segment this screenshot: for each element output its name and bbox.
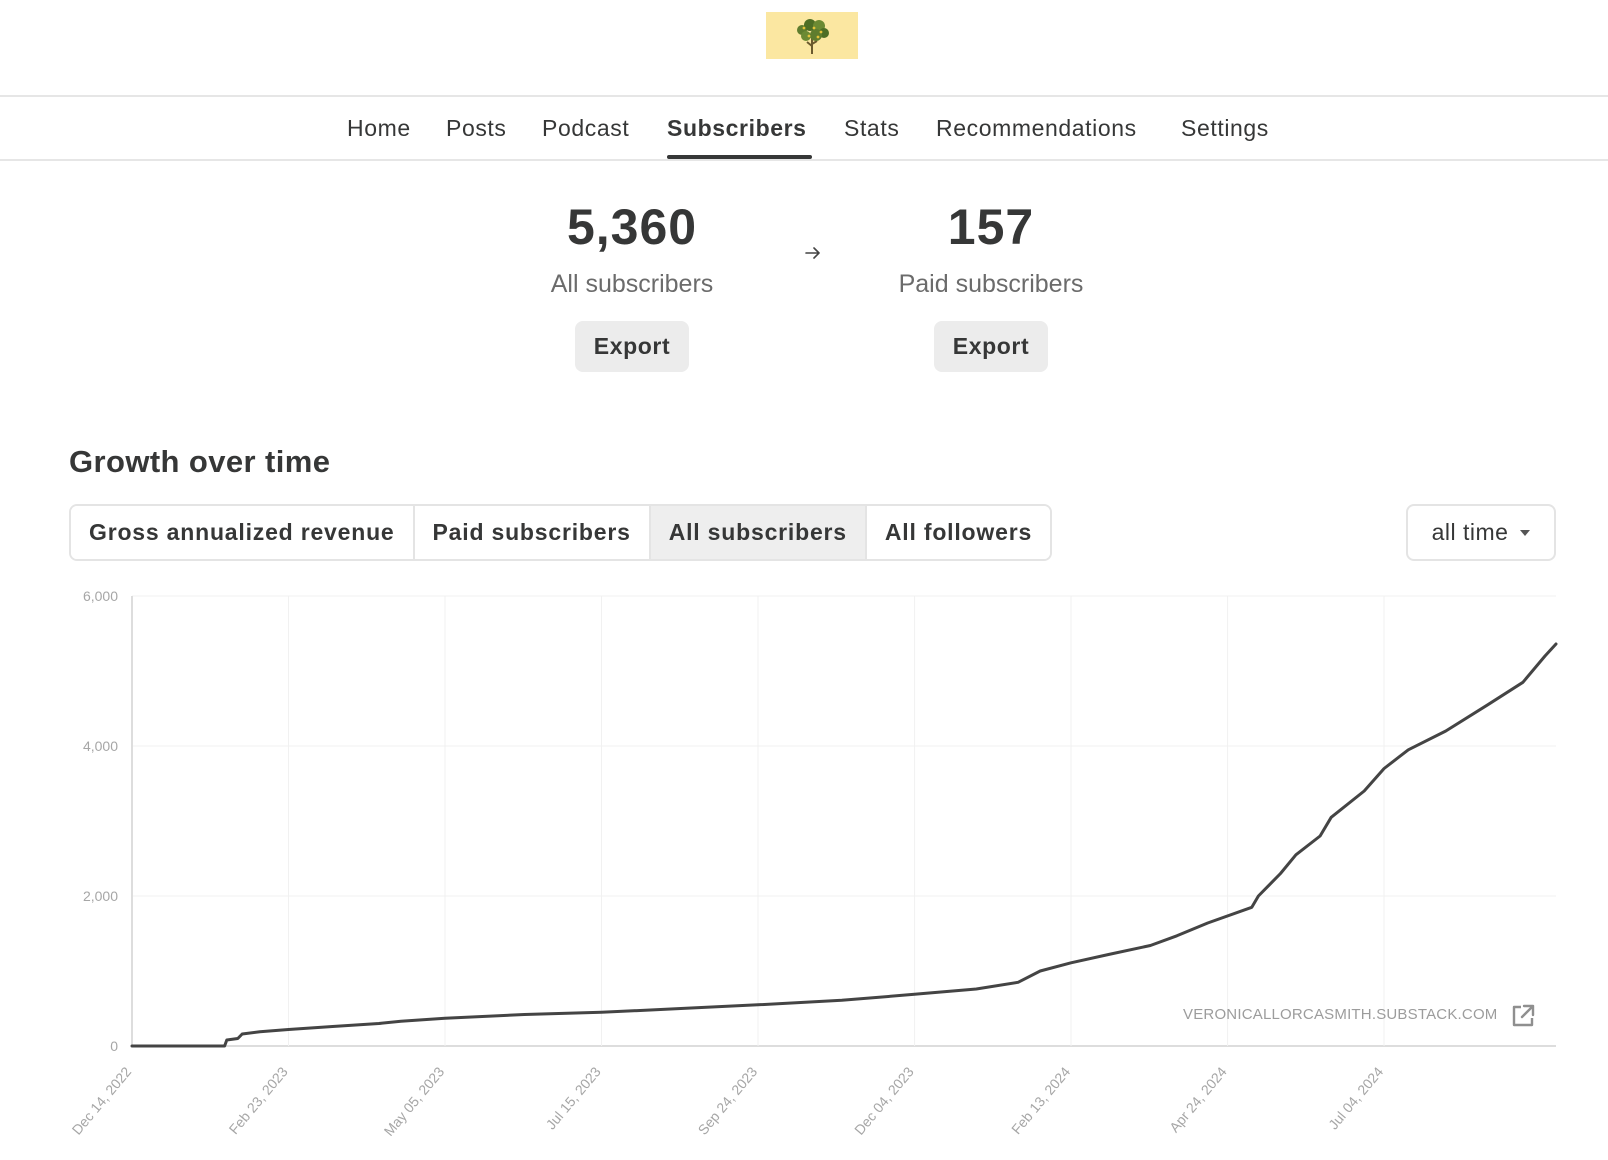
time-range-value: all time (1431, 519, 1509, 545)
active-tab-indicator (667, 155, 812, 159)
series-line-all-subscribers (130, 642, 1558, 1048)
nav-posts[interactable]: Posts (446, 115, 507, 141)
tab-all-followers[interactable]: All followers (866, 506, 1051, 559)
main-nav: Home Posts Podcast Subscribers Stats Rec… (0, 95, 1608, 161)
x-tick-label: Dec 04, 2023 (851, 1063, 917, 1137)
export-paid-button[interactable]: Export (934, 321, 1048, 372)
all-subscribers-label: All subscribers (550, 270, 714, 298)
tree-logo-icon (797, 18, 829, 54)
tab-gross-revenue[interactable]: Gross annualized revenue (71, 506, 415, 559)
y-tick-label: 0 (110, 1038, 118, 1054)
publication-logo[interactable] (766, 12, 858, 59)
tab-paid-subscribers[interactable]: Paid subscribers (414, 506, 651, 559)
x-tick-label: Feb 13, 2024 (1008, 1063, 1073, 1137)
nav-podcast[interactable]: Podcast (542, 115, 630, 141)
nav-home[interactable]: Home (347, 115, 411, 141)
external-link-icon[interactable] (1510, 1003, 1536, 1029)
nav-subscribers[interactable]: Subscribers (667, 115, 807, 141)
arrow-right-icon (805, 247, 820, 259)
x-tick-label: Apr 24, 2024 (1166, 1063, 1230, 1135)
growth-chart: 0 2,000 4,000 6,000 Dec 14, 2022 Feb 23, 2023… (68, 588, 1558, 1139)
x-tick-label: Dec 14, 2022 (68, 1063, 134, 1137)
y-tick-label: 4,000 (83, 738, 118, 754)
y-tick-label: 2,000 (83, 888, 118, 904)
chart-watermark: VERONICALLORCASMITH.SUBSTACK.COM (1183, 1006, 1498, 1023)
x-tick-label: Jul 04, 2024 (1325, 1063, 1386, 1132)
nav-settings[interactable]: Settings (1181, 115, 1269, 141)
x-tick-label: May 05, 2023 (381, 1063, 448, 1138)
y-tick-label: 6,000 (83, 588, 118, 604)
paid-subscribers-count: 157 (947, 199, 1035, 255)
paid-subscribers-label: Paid subscribers (898, 270, 1084, 298)
export-all-button[interactable]: Export (575, 321, 689, 372)
x-tick-label: Jul 15, 2023 (543, 1063, 604, 1132)
x-tick-label: Feb 23, 2023 (226, 1063, 291, 1137)
metric-tabs: Gross annualized revenue Paid subscriber… (69, 504, 1053, 561)
time-range-select[interactable]: all time (1406, 504, 1556, 561)
growth-title: Growth over time (69, 444, 331, 479)
nav-stats[interactable]: Stats (844, 115, 900, 141)
all-subscribers-count: 5,360 (566, 199, 698, 255)
nav-recommendations[interactable]: Recommendations (936, 115, 1137, 141)
chevron-down-icon (1520, 529, 1531, 536)
tab-all-subscribers[interactable]: All subscribers (650, 506, 867, 559)
x-tick-label: Sep 24, 2023 (695, 1063, 761, 1137)
